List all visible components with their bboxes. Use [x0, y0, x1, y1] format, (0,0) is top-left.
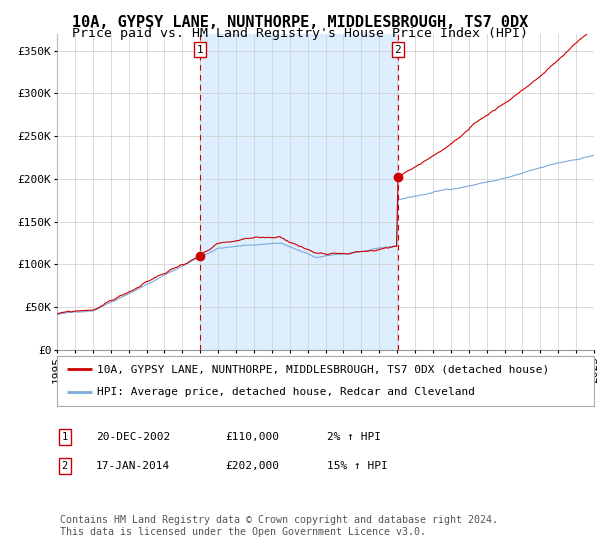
Text: 10A, GYPSY LANE, NUNTHORPE, MIDDLESBROUGH, TS7 0DX (detached house): 10A, GYPSY LANE, NUNTHORPE, MIDDLESBROUG… [97, 364, 550, 374]
Text: Price paid vs. HM Land Registry's House Price Index (HPI): Price paid vs. HM Land Registry's House … [72, 27, 528, 40]
Text: 2% ↑ HPI: 2% ↑ HPI [327, 432, 381, 442]
Text: 2: 2 [394, 45, 401, 55]
Text: 20-DEC-2002: 20-DEC-2002 [96, 432, 170, 442]
Text: 1: 1 [196, 45, 203, 55]
Text: 1: 1 [62, 432, 68, 442]
Text: 15% ↑ HPI: 15% ↑ HPI [327, 461, 388, 471]
Bar [200, 34, 398, 350]
Text: £202,000: £202,000 [225, 461, 279, 471]
Text: £110,000: £110,000 [225, 432, 279, 442]
Text: HPI: Average price, detached house, Redcar and Cleveland: HPI: Average price, detached house, Redc… [97, 388, 475, 398]
Text: Contains HM Land Registry data © Crown copyright and database right 2024.
This d: Contains HM Land Registry data © Crown c… [60, 515, 498, 537]
Text: 2: 2 [62, 461, 68, 471]
Text: 17-JAN-2014: 17-JAN-2014 [96, 461, 170, 471]
Text: 10A, GYPSY LANE, NUNTHORPE, MIDDLESBROUGH, TS7 0DX: 10A, GYPSY LANE, NUNTHORPE, MIDDLESBROUG… [72, 15, 528, 30]
